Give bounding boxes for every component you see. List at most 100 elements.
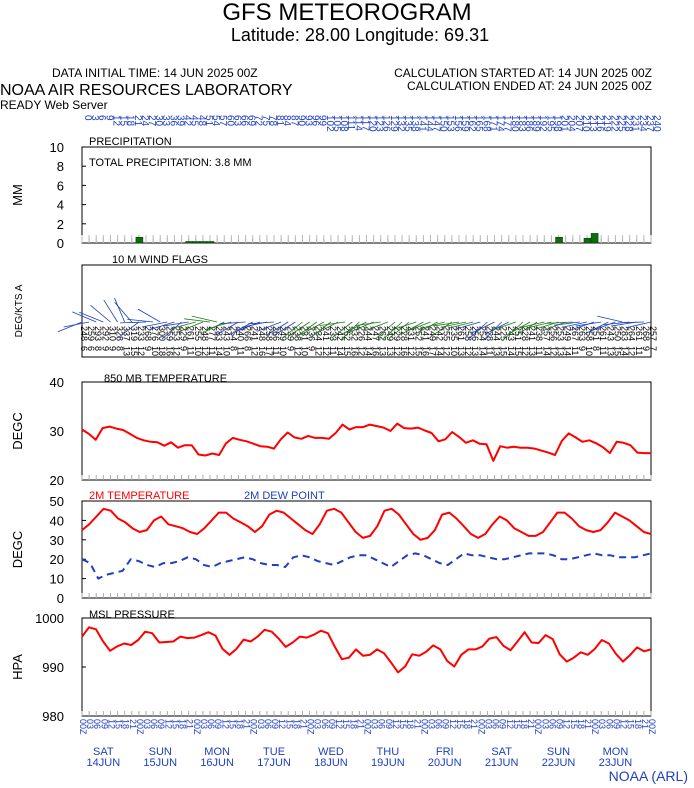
wind-direction-label: 243 (605, 326, 615, 341)
wind-direction-label: 258 (463, 326, 473, 341)
wind-speed-label: 13 (456, 346, 466, 356)
day-name-label: SAT (491, 746, 512, 758)
wind-speed-label: 12 (171, 346, 181, 356)
wind-direction-label: 231 (406, 326, 416, 341)
wind-barb (375, 321, 396, 340)
wind-barb (178, 321, 204, 333)
top-hour-label: 63 (231, 115, 242, 127)
calculation-started: CALCULATION STARTED AT: 14 JUN 2025 00Z (394, 66, 652, 80)
top-hour-label: 192 (537, 115, 548, 132)
bottom-hour-label: 21 (526, 719, 536, 729)
wind-barb (114, 302, 133, 323)
wind-speed-label: 15 (513, 346, 523, 356)
wind-barb (137, 308, 161, 323)
bottom-hour-label: 09 (213, 719, 223, 729)
precip-ytick-label: 10 (50, 140, 64, 155)
precip-title: PRECIPITATION (89, 136, 172, 148)
wind-speed-label: 10 (193, 346, 203, 356)
wind-direction-label: 266 (243, 326, 253, 341)
wind-speed-label: 11 (534, 346, 544, 355)
bottom-hour-label: 00Z (476, 719, 486, 735)
wind-speed-label: 12 (627, 346, 637, 356)
day-name-label: TUE (263, 746, 285, 758)
top-hour-label: 57 (217, 115, 228, 127)
wind-direction-label: 253 (171, 326, 181, 341)
bottom-hour-label: 18 (291, 719, 301, 729)
top-hour-label: 240 (651, 115, 662, 132)
wind-direction-label: 233 (136, 326, 146, 341)
wind-barb (120, 321, 147, 324)
bottom-hour-label: 21 (185, 719, 195, 729)
wind-speed-label: 7 (648, 346, 658, 351)
wind-barb (287, 321, 310, 337)
wind-barb (575, 321, 602, 327)
wind-direction-label: 225 (499, 326, 509, 341)
wind-barb (162, 321, 189, 327)
top-hour-label: 216 (594, 115, 605, 132)
wind-speed-label: 12 (356, 346, 366, 356)
precip-ytick-label: 4 (57, 198, 64, 213)
bottom-hour-label: 00Z (419, 719, 429, 735)
top-hour-label: 36 (167, 115, 178, 127)
press-ytick-label: 990 (42, 660, 64, 675)
wind-direction-label: 255 (193, 326, 203, 341)
t850-line (81, 422, 651, 462)
day-name-label: THU (377, 746, 400, 758)
wind-barb (103, 299, 118, 323)
wind-barb (184, 318, 211, 323)
bottom-hour-label: 03 (256, 719, 266, 729)
top-hour-label: 144 (423, 115, 434, 132)
wind-speed-label: 14 (620, 346, 630, 356)
bottom-hour-label: 18 (576, 719, 586, 729)
wind-barb (300, 321, 325, 335)
press-frame (81, 617, 652, 717)
wind-barb (90, 304, 111, 323)
top-hour-label: 60 (224, 115, 235, 127)
bottom-hour-label: 06 (547, 719, 557, 729)
wind-speed-label: 14 (541, 346, 551, 356)
wind-speed-label: 11 (271, 346, 281, 355)
top-hour-label: 177 (502, 115, 513, 132)
day-name-label: MON (204, 746, 230, 758)
wind-speed-label: 12 (548, 346, 558, 356)
wind-direction-label: 257 (541, 326, 551, 341)
wind-barb (541, 321, 566, 332)
wind-speed-label: 11 (570, 346, 580, 355)
wind-barb (170, 321, 196, 330)
wind-direction-label: 255 (442, 326, 452, 341)
day-name-label: SUN (547, 746, 570, 758)
top-hour-label: 90 (295, 115, 306, 127)
wind-speed-label: 9 (179, 346, 189, 351)
wind-speed-label: 10 (449, 346, 459, 356)
top-hour-label: 105 (331, 115, 342, 132)
top-hour-label: 237 (644, 115, 655, 132)
wind-barb (161, 321, 182, 340)
top-hour-label: 48 (196, 115, 207, 127)
wind-direction-label: 267 (570, 326, 580, 341)
wind-barb (117, 321, 140, 338)
wind-barb (414, 321, 438, 335)
wind-direction-label: 261 (634, 326, 644, 341)
t850-title: 850 MB TEMPERATURE (104, 373, 227, 385)
top-hour-label: 84 (281, 115, 292, 127)
wind-speed-label: 9 (641, 346, 651, 351)
bottom-hour-label: 00Z (135, 719, 145, 735)
location-subtitle: Latitude: 28.00 Longitude: 69.31 (230, 25, 490, 45)
wind-panel: 10 M WIND FLAGS DEG/KTS A 248 6 259 6 293 8 292 9… (14, 254, 658, 358)
bottom-hour-label: 09 (555, 719, 565, 729)
top-hour-label: 114 (352, 115, 363, 131)
wind-speed-label: 14 (214, 346, 224, 356)
bottom-hour-label: 06 (149, 719, 159, 729)
wind-barb (340, 321, 360, 341)
wind-barb (590, 321, 616, 332)
wind-speed-label: 10 (221, 346, 231, 356)
wind-speed-label: 12 (321, 346, 331, 356)
t2m-ytick-label: 0 (57, 591, 64, 606)
top-hour-label: 12 (110, 115, 121, 127)
page-title: GFS METEOROGRAM (222, 0, 472, 26)
top-hour-label: 195 (544, 115, 555, 132)
bottom-hour-label: 15 (227, 719, 237, 729)
top-hour-label: 78 (267, 115, 278, 127)
top-hour-label: 81 (274, 115, 285, 127)
wind-direction-label: 252 (413, 326, 423, 341)
